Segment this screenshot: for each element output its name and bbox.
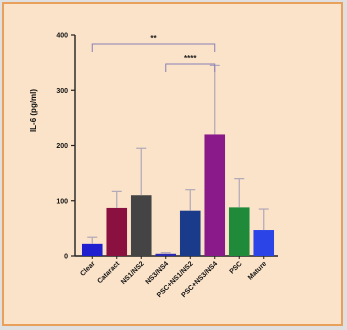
bar-5: [179, 210, 201, 256]
significance-bracket: [91, 43, 216, 52]
category-label: Mature: [247, 260, 268, 281]
significance-label: **: [150, 34, 157, 43]
category-label: NS3/NS4: [145, 260, 171, 286]
bar-7: [228, 207, 250, 256]
chart-frame: 0 100 200 300 400 ** **** Clear Cataract NS1/NS…: [2, 2, 343, 326]
category-label: Clear: [79, 260, 97, 278]
category-label: NS1/NS2: [120, 260, 146, 286]
y-axis-label: IL-6 (pg/ml): [29, 89, 38, 132]
category-label: Cataract: [96, 260, 121, 285]
category-label: PSC: [229, 260, 244, 275]
y-tick-label: 100: [56, 198, 68, 205]
y-tick-label: 400: [56, 33, 68, 40]
bars: [81, 134, 275, 256]
y-tick-label: 300: [56, 88, 68, 95]
significance-label: ****: [184, 54, 197, 63]
significance-brackets: ******: [91, 34, 216, 72]
category-labels: Clear CataractNS1/NS2NS3/NS4PSC+NS1/NS2PS…: [79, 260, 268, 299]
bar-8: [253, 230, 275, 256]
bar-3: [130, 195, 152, 256]
y-tick-label: 0: [64, 254, 68, 261]
bar-2: [106, 207, 128, 256]
significance-bracket: [165, 63, 216, 72]
bar-6: [204, 134, 226, 256]
bar-1: [81, 243, 103, 256]
error-bars: [87, 64, 269, 254]
y-tick-label: 200: [56, 143, 68, 150]
bar-4: [155, 253, 177, 256]
